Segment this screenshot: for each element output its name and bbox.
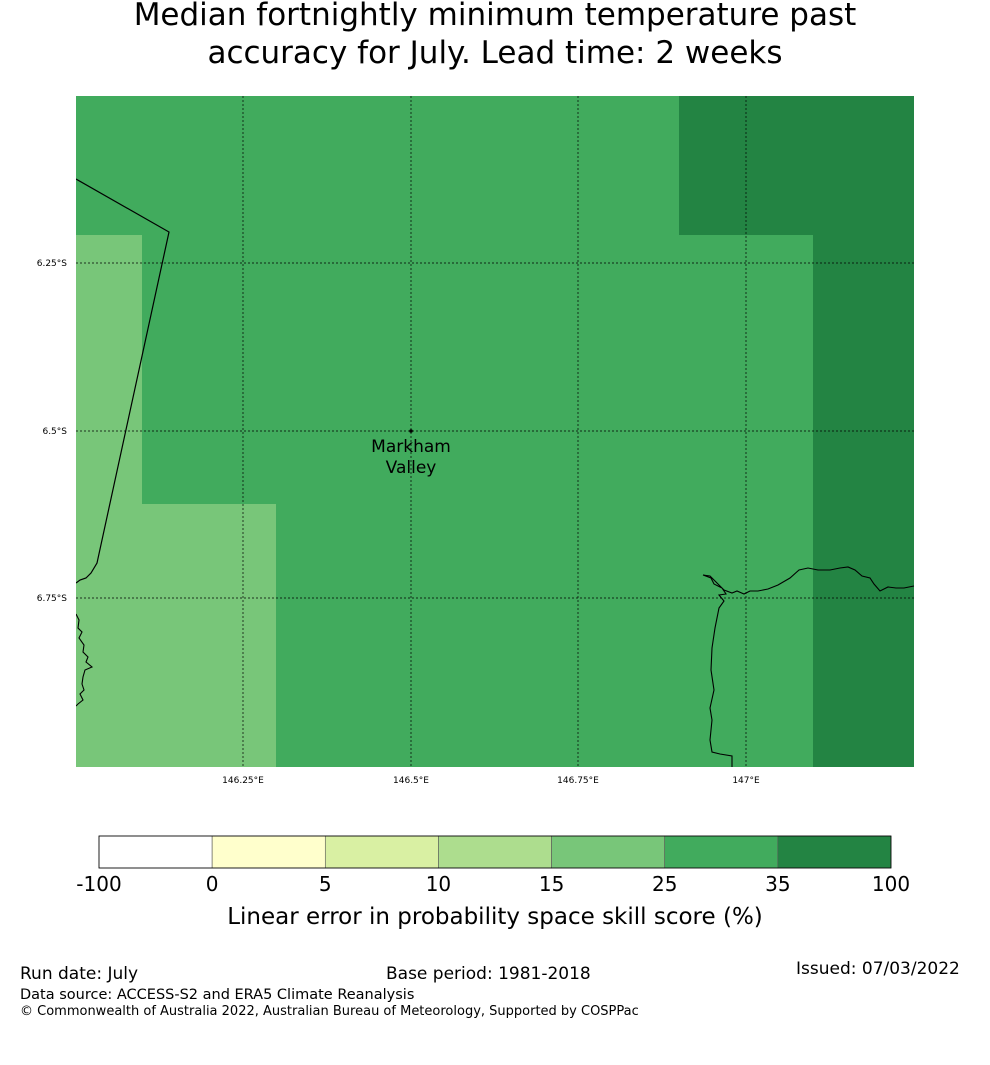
- colorbar-swatch: [98, 835, 213, 869]
- base-period: Base period: 1981-2018: [386, 964, 591, 984]
- colorbar: -100 0 5 10 15 25 35 100 Linear error in probab…: [76, 835, 910, 930]
- colorbar-tick-label: 25: [652, 872, 677, 896]
- lat-tick-label: 6.5°S: [42, 427, 67, 437]
- colorbar-swatch: [211, 835, 326, 869]
- colorbar-swatch: [777, 835, 892, 869]
- border-line: [76, 178, 170, 584]
- colorbar-tick-label: 0: [206, 872, 219, 896]
- lat-tick-label: 6.75°S: [37, 594, 68, 604]
- data-source: Data source: ACCESS-S2 and ERA5 Climate …: [20, 987, 415, 1003]
- colorbar-tick-label: 10: [426, 872, 451, 896]
- skill-cell-region-east: [813, 96, 914, 767]
- colorbar-frame: [98, 835, 892, 869]
- colorbar-swatches: [98, 835, 892, 869]
- skill-score-map: Markham Valley 6.25°S 6.5°S 6.75°S 146.2…: [37, 96, 914, 786]
- issued-date: Issued: 07/03/2022: [796, 959, 960, 979]
- skill-cell-region-sw: [76, 504, 276, 767]
- coastline-west: [76, 613, 94, 707]
- colorbar-tick-label: 15: [539, 872, 564, 896]
- map-title-line2: accuracy for July. Lead time: 2 weeks: [207, 35, 783, 71]
- map-title-line1: Median fortnightly minimum temperature p…: [133, 0, 857, 33]
- lon-tick-label: 146.75°E: [557, 776, 599, 786]
- colorbar-ticks: -100 0 5 10 15 25 35 100: [76, 872, 910, 896]
- place-label-line1: Markham: [371, 437, 451, 457]
- coastline-east: [702, 566, 914, 767]
- colorbar-tick-label: 35: [765, 872, 790, 896]
- map-area: [76, 96, 914, 767]
- colorbar-swatch: [664, 835, 779, 869]
- run-date: Run date: July: [20, 964, 139, 984]
- lon-tick-label: 146.5°E: [393, 776, 429, 786]
- place-marker: [409, 429, 413, 433]
- colorbar-swatch: [551, 835, 666, 869]
- lon-tick-label: 147°E: [732, 776, 760, 786]
- colorbar-tick-label: -100: [76, 872, 121, 896]
- map-title: Median fortnightly minimum temperature p…: [0, 0, 990, 72]
- colorbar-label: Linear error in probability space skill …: [227, 904, 763, 930]
- copyright: © Commonwealth of Australia 2022, Austra…: [20, 1004, 639, 1019]
- colorbar-tick-label: 5: [319, 872, 332, 896]
- lat-tick-label: 6.25°S: [37, 259, 68, 269]
- lon-tick-label: 146.25°E: [222, 776, 264, 786]
- colorbar-swatch: [324, 835, 439, 869]
- colorbar-tick-label: 100: [872, 872, 910, 896]
- place-label-line2: Valley: [386, 458, 437, 478]
- colorbar-swatch: [438, 835, 552, 869]
